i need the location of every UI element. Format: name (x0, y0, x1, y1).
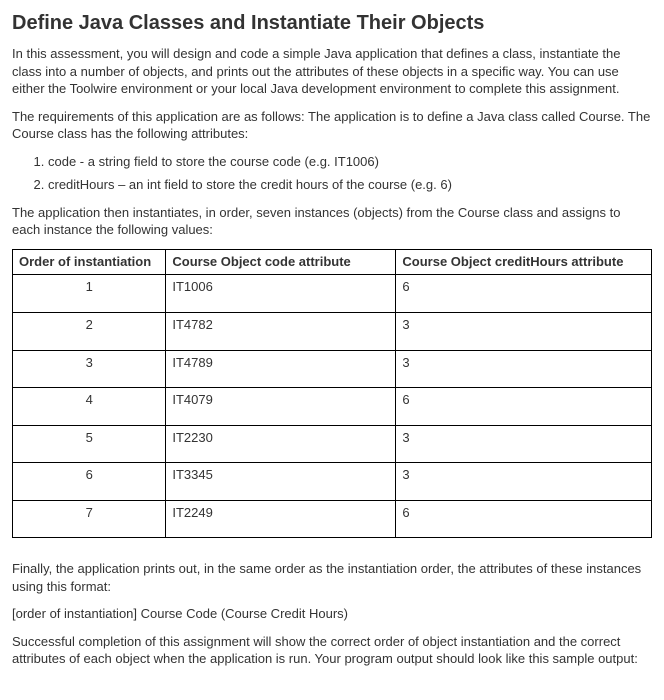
header-code: Course Object code attribute (166, 249, 396, 275)
table-row: 7IT22496 (13, 500, 652, 538)
cell-credit: 6 (396, 275, 652, 313)
table-row: 2IT47823 (13, 313, 652, 351)
cell-credit: 3 (396, 313, 652, 351)
format-paragraph: [order of instantiation] Course Code (Co… (12, 605, 652, 623)
cell-order: 1 (13, 275, 166, 313)
table-header-row: Order of instantiation Course Object cod… (13, 249, 652, 275)
header-credit: Course Object creditHours attribute (396, 249, 652, 275)
completion-paragraph: Successful completion of this assignment… (12, 633, 652, 668)
finally-paragraph: Finally, the application prints out, in … (12, 560, 652, 595)
cell-credit: 3 (396, 463, 652, 501)
requirement-item: code - a string field to store the cours… (48, 153, 652, 171)
table-row: 6IT33453 (13, 463, 652, 501)
instantiate-paragraph: The application then instantiates, in or… (12, 204, 652, 239)
cell-code: IT4782 (166, 313, 396, 351)
table-row: 3IT47893 (13, 350, 652, 388)
cell-credit: 6 (396, 500, 652, 538)
cell-credit: 3 (396, 350, 652, 388)
cell-code: IT1006 (166, 275, 396, 313)
table-row: 4IT40796 (13, 388, 652, 426)
header-order: Order of instantiation (13, 249, 166, 275)
intro-paragraph: In this assessment, you will design and … (12, 45, 652, 98)
cell-code: IT3345 (166, 463, 396, 501)
requirements-list: code - a string field to store the cours… (12, 153, 652, 194)
cell-order: 5 (13, 425, 166, 463)
cell-credit: 6 (396, 388, 652, 426)
cell-code: IT2249 (166, 500, 396, 538)
cell-order: 3 (13, 350, 166, 388)
cell-order: 7 (13, 500, 166, 538)
requirements-intro: The requirements of this application are… (12, 108, 652, 143)
cell-credit: 3 (396, 425, 652, 463)
requirement-item: creditHours – an int field to store the … (48, 176, 652, 194)
cell-code: IT4789 (166, 350, 396, 388)
cell-code: IT2230 (166, 425, 396, 463)
table-body: 1IT100662IT478233IT478934IT407965IT22303… (13, 275, 652, 538)
cell-code: IT4079 (166, 388, 396, 426)
page-title: Define Java Classes and Instantiate Thei… (12, 10, 652, 37)
cell-order: 2 (13, 313, 166, 351)
table-row: 5IT22303 (13, 425, 652, 463)
course-table: Order of instantiation Course Object cod… (12, 249, 652, 538)
cell-order: 4 (13, 388, 166, 426)
cell-order: 6 (13, 463, 166, 501)
table-row: 1IT10066 (13, 275, 652, 313)
